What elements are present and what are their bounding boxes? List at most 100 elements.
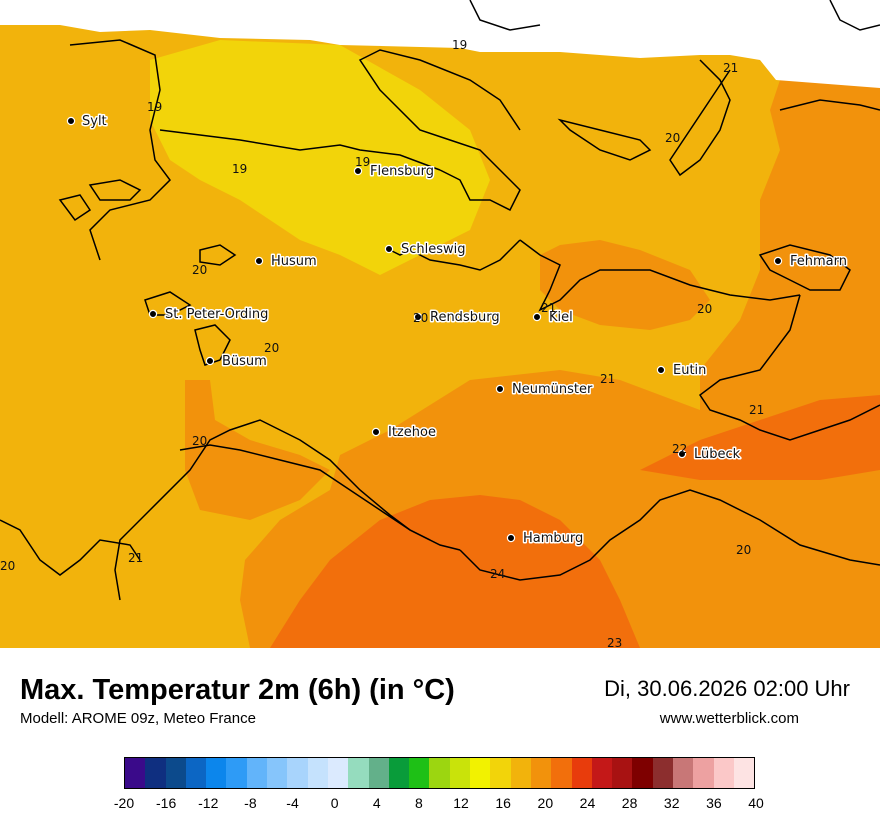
legend-tick-label: 16 (495, 795, 511, 811)
isotherm-labels: 19 21 19 20 19 19 20 20 20 20 21 21 20 2… (0, 38, 764, 648)
legend-swatch (409, 758, 430, 788)
temperature-zone-west (185, 380, 330, 520)
isotherm-label: 20 (697, 302, 712, 316)
legend-tick-label: 8 (415, 795, 423, 811)
legend-swatch (125, 758, 146, 788)
svg-text:Lübeck: Lübeck (694, 447, 741, 462)
isotherm-label: 19 (355, 155, 370, 169)
legend-swatch (510, 758, 531, 788)
isotherm-label: 20 (413, 311, 428, 325)
svg-text:St. Peter-Ording: St. Peter-Ording (165, 307, 268, 322)
city-label: Neumünster (512, 382, 593, 397)
isotherm-label: 19 (232, 162, 247, 176)
legend-tick-label: -12 (198, 795, 219, 811)
legend-swatch (348, 758, 369, 788)
model-subtitle: Modell: AROME 09z, Meteo France (20, 710, 256, 727)
city-label: St. Peter-Ording (165, 307, 268, 322)
legend-swatch (145, 758, 166, 788)
svg-text:Schleswig: Schleswig (401, 242, 466, 257)
city-label: Flensburg (370, 164, 434, 179)
legend-tick-label: 0 (330, 795, 339, 811)
isotherm-label: 21 (749, 403, 764, 417)
temperature-zone-22-24 (270, 495, 640, 648)
legend-swatch (632, 758, 653, 788)
color-legend-ticks: -20 -16 -12 -8 -4 0 4 8 12 16 20 24 28 32 36 40 (114, 795, 764, 813)
isotherm-label: 21 (723, 61, 738, 75)
isotherm-label: 23 (607, 636, 622, 648)
svg-text:Flensburg: Flensburg (370, 164, 434, 179)
isotherm-label: 20 (192, 263, 207, 277)
city-label: Büsum (222, 354, 267, 369)
svg-text:Rendsburg: Rendsburg (430, 310, 500, 325)
legend-swatch (652, 758, 674, 788)
temperature-zone-18-20 (150, 40, 490, 275)
legend-swatch (388, 758, 410, 788)
svg-text:Sylt: Sylt (82, 114, 107, 129)
city-label: Lübeck (694, 447, 741, 462)
city-label: Eutin (673, 363, 706, 378)
legend-swatch (591, 758, 613, 788)
svg-text:Neumünster: Neumünster (512, 382, 593, 397)
city-label: Fehmarn (790, 254, 847, 269)
city-label: Schleswig (401, 242, 466, 257)
legend-swatch (530, 758, 552, 788)
legend-swatch (713, 758, 734, 788)
city-label: Kiel (549, 310, 573, 325)
city-label: Itzehoe (388, 425, 436, 440)
legend-swatch (490, 758, 511, 788)
svg-text:Eutin: Eutin (673, 363, 706, 378)
legend-swatch (470, 758, 491, 788)
temperature-zone-20-22 (240, 80, 880, 648)
forecast-datetime: Di, 30.06.2026 02:00 Uhr (604, 676, 850, 701)
legend-swatch (733, 758, 755, 788)
svg-text:Hamburg: Hamburg (523, 531, 583, 546)
isotherm-label: 20 (736, 543, 751, 557)
temperature-zone-20-22-south (540, 240, 710, 330)
legend-swatch (307, 758, 328, 788)
isotherm-label: 21 (541, 301, 556, 315)
legend-tick-label: 36 (706, 795, 722, 811)
svg-text:Fehmarn: Fehmarn (790, 254, 847, 269)
legend-swatch (165, 758, 186, 788)
legend-tick-label: 28 (621, 795, 638, 811)
legend-tick-label: 24 (579, 795, 596, 811)
legend-tick-label: 4 (372, 795, 381, 811)
legend-swatch (429, 758, 450, 788)
legend-swatch (185, 758, 207, 788)
legend-swatch (673, 758, 694, 788)
isotherm-label: 19 (147, 100, 162, 114)
color-legend (124, 757, 755, 789)
city-label: Husum (271, 254, 317, 269)
legend-swatch (693, 758, 714, 788)
legend-swatch (368, 758, 389, 788)
legend-tick-label: 20 (537, 795, 554, 811)
legend-tick-label: 12 (453, 795, 469, 811)
temperature-zone-22-24-east (640, 395, 880, 480)
isotherm-label: 22 (672, 442, 687, 456)
isotherm-label: 24 (490, 567, 505, 581)
legend-swatch (327, 758, 349, 788)
legend-swatch (226, 758, 247, 788)
city-label: Rendsburg (430, 310, 500, 325)
legend-tick-label: -20 (113, 795, 135, 811)
isotherm-label: 20 (665, 131, 680, 145)
legend-swatch (206, 758, 227, 788)
legend-tick-label: 32 (663, 795, 680, 811)
svg-text:Kiel: Kiel (549, 310, 573, 325)
chart-title: Max. Temperatur 2m (6h) (in °C) (20, 674, 455, 706)
isotherm-label: 20 (264, 341, 279, 355)
